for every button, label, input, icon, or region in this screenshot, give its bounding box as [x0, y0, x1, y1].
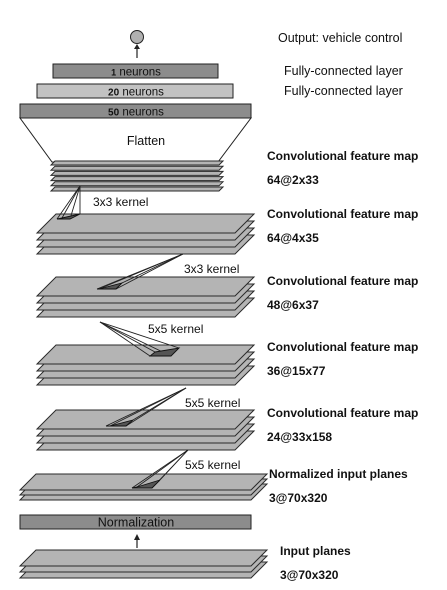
kernel-label-conv4: 3x3 kernel [184, 262, 239, 276]
plane [35, 344, 256, 365]
conv3-shape: 48@6x37 [267, 298, 319, 312]
kernel-conv2 [105, 387, 187, 427]
kernel-ray [61, 185, 81, 219]
stack-conv1 [35, 409, 256, 451]
kernel-label-conv5: 3x3 kernel [93, 195, 148, 209]
dense-layer-3-label: 50 neurons [108, 107, 164, 119]
input-arrow [134, 534, 140, 548]
kernel-ray [99, 321, 180, 349]
conv1-shape: 24@33x158 [267, 430, 332, 444]
conv5-shape: 64@2x33 [267, 173, 319, 187]
kernel-ray [125, 387, 187, 427]
normalized-input-title: Normalized input planes [269, 467, 408, 481]
conv1-title: Convolutional feature map [267, 406, 418, 420]
kernel-projections [56, 185, 189, 489]
plane [35, 276, 256, 297]
stack-conv2 [35, 344, 256, 386]
kernel-ray [99, 321, 156, 353]
stack-conv5 [49, 160, 225, 192]
plane [49, 160, 225, 166]
output-node [130, 30, 144, 44]
normalization-bar [19, 514, 252, 530]
plane [49, 170, 225, 176]
stack-conv3 [35, 276, 256, 318]
kernel-ray [96, 253, 184, 290]
kernel-conv5 [56, 185, 81, 220]
stack-conv4 [35, 213, 256, 255]
conv5-title: Convolutional feature map [267, 149, 418, 163]
dense-layer-2-label: 20 neurons [108, 87, 164, 99]
plane [35, 213, 256, 234]
plane-stacks [18, 160, 269, 579]
kernel-conv1 [131, 449, 189, 489]
kernel-ray [105, 387, 187, 427]
dense-layer-2-desc: Fully-connected layer [284, 84, 403, 98]
kernel-label-conv2: 5x5 kernel [185, 396, 240, 410]
kernel-label-conv1: 5x5 kernel [185, 458, 240, 472]
conv2-shape: 36@15x77 [267, 364, 326, 378]
plane [49, 165, 225, 171]
kernel-conv3 [99, 321, 181, 357]
flatten-label: Flatten [127, 134, 165, 148]
plane [49, 181, 225, 187]
output-label: Output: vehicle control [278, 31, 402, 45]
kernel-conv4 [96, 253, 184, 290]
conv4-shape: 64@4x35 [267, 231, 319, 245]
kernel-patch [131, 479, 161, 489]
plane [49, 176, 225, 182]
plane [35, 409, 256, 430]
output-arrow [134, 44, 140, 58]
kernel-patch [106, 419, 134, 427]
kernel-ray [115, 253, 184, 290]
kernel-ray [131, 449, 189, 489]
kernel-ray [99, 321, 172, 357]
input-planes-title: Input planes [280, 544, 351, 558]
kernel-ray [69, 185, 81, 220]
normalized-input-shape: 3@70x320 [269, 491, 328, 505]
conv4-title: Convolutional feature map [267, 207, 418, 221]
input-planes-shape: 3@70x320 [280, 568, 339, 582]
kernel-label-conv3: 5x5 kernel [148, 322, 203, 336]
dense-layer-1-bar [52, 63, 219, 79]
kernel-patch [56, 213, 81, 220]
dense-layer-2-bar [36, 83, 234, 99]
plane [18, 549, 269, 567]
kernel-patch [97, 282, 124, 290]
conv3-title: Convolutional feature map [267, 274, 418, 288]
normalization-label: Normalization [98, 516, 174, 530]
dense-layer-1-desc: Fully-connected layer [284, 64, 403, 78]
stack-input [18, 549, 269, 579]
dense-layer-1-label: 1 neurons [111, 67, 161, 79]
conv2-title: Convolutional feature map [267, 340, 418, 354]
kernel-ray [99, 321, 151, 357]
kernel-patch [148, 347, 181, 357]
kernel-ray [56, 185, 81, 220]
plane [49, 186, 225, 192]
